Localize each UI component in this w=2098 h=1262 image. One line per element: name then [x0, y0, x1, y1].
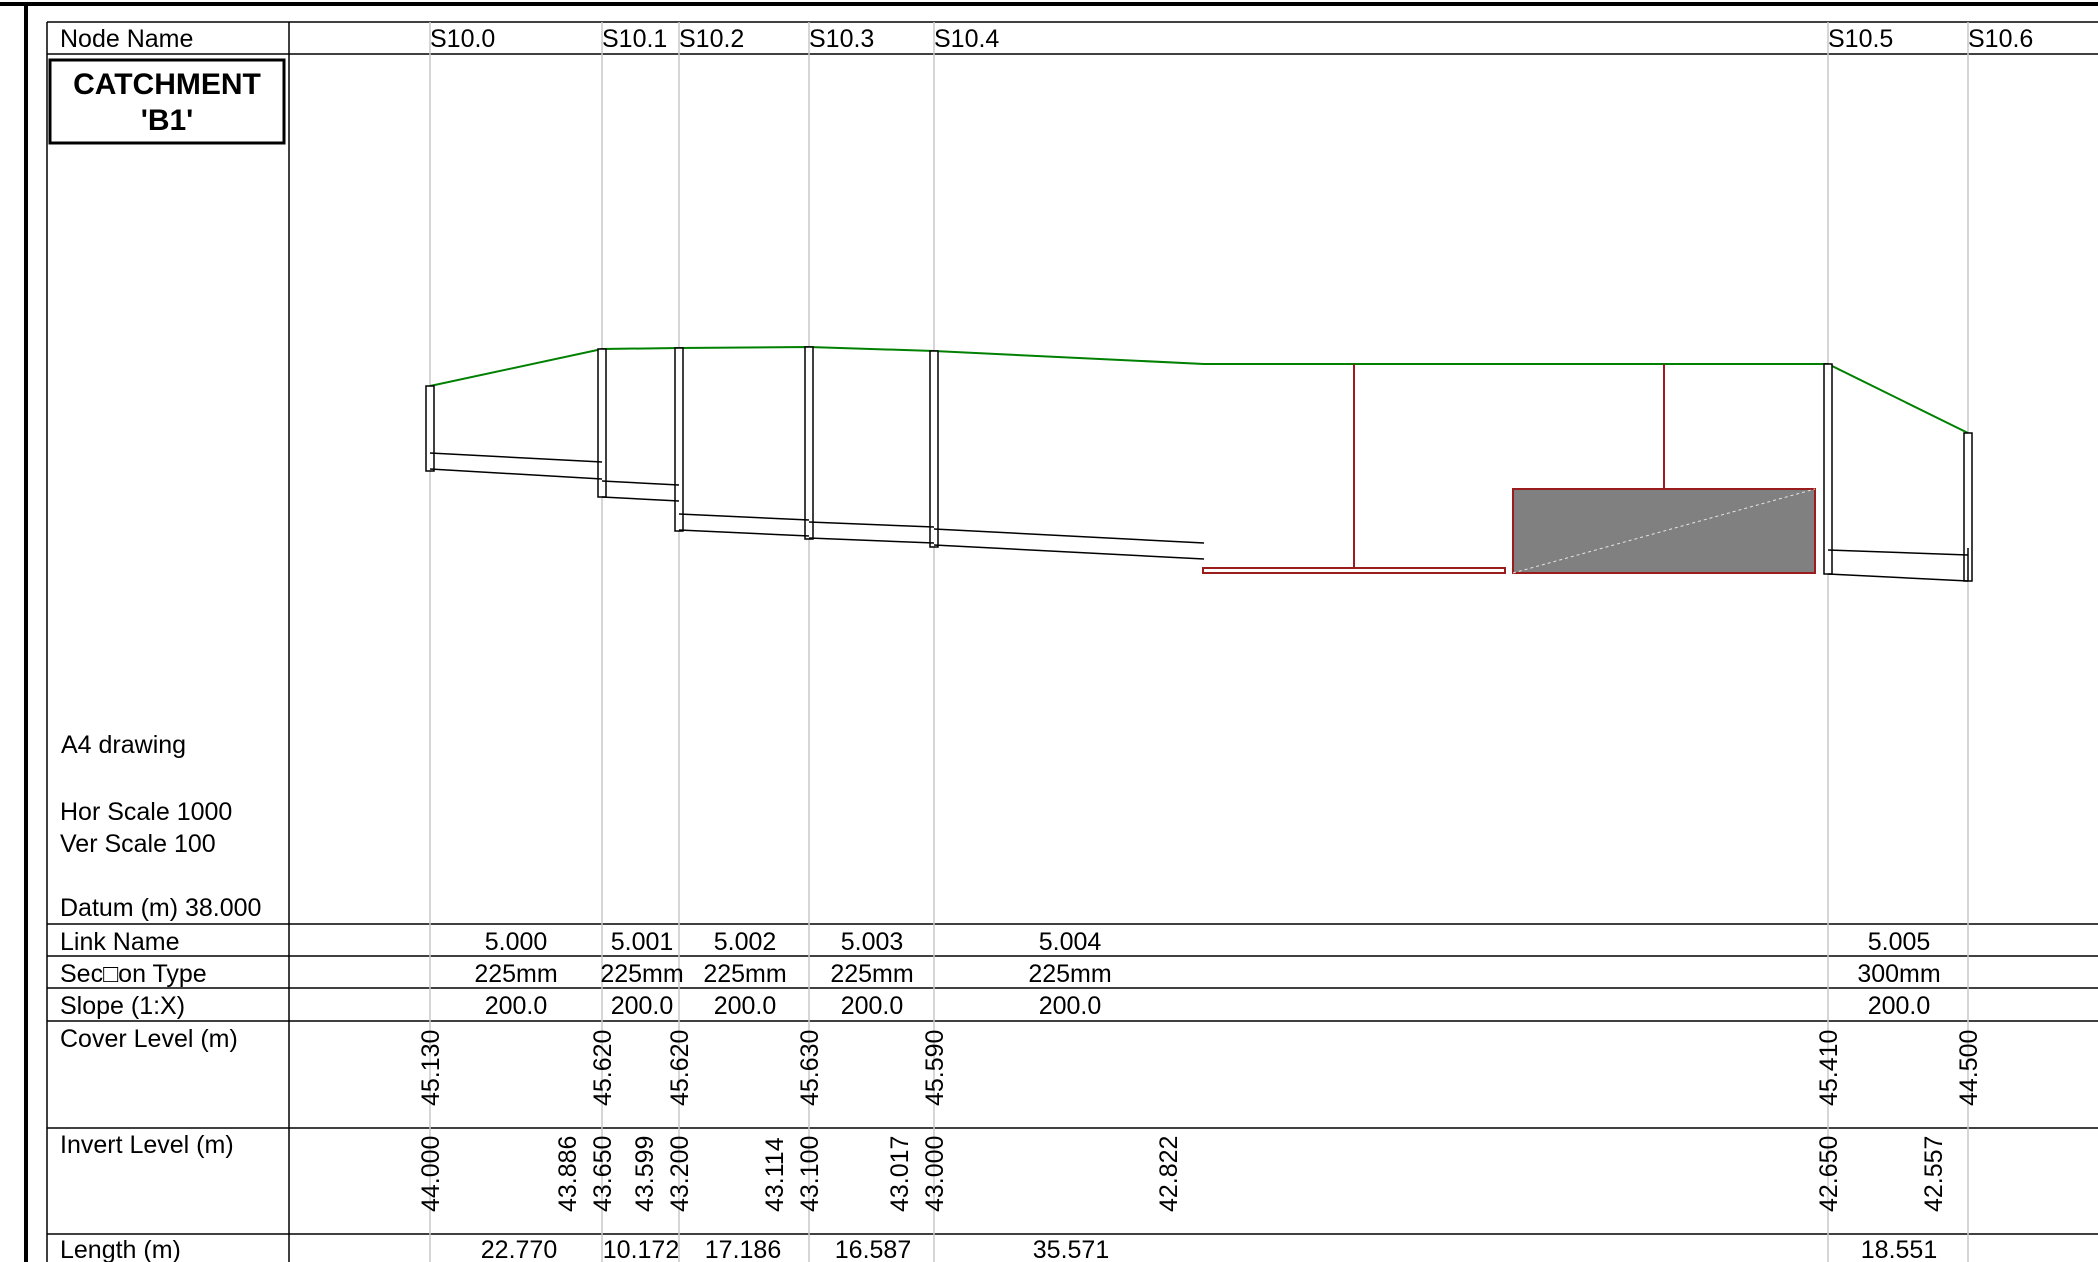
catchment-subtitle: 'B1' [141, 104, 194, 137]
section-type: 300mm [1857, 960, 1940, 988]
section-type: 225mm [703, 960, 786, 988]
cover-level-value: 45.620 [666, 1030, 694, 1106]
node-guides [429, 22, 1969, 1262]
node-name-label: S10.4 [934, 25, 999, 53]
slope-value: 200.0 [611, 992, 674, 1020]
cover-level-row: 45.130 45.620 45.620 45.630 45.590 45.41… [417, 1030, 1983, 1106]
link-name: 5.000 [485, 928, 548, 956]
section-type: 225mm [600, 960, 683, 988]
pipe-invert [601, 496, 680, 502]
row-label-cover-level: Cover Level (m) [60, 1025, 238, 1053]
cover-level-value: 44.500 [1955, 1030, 1983, 1106]
manholes [425, 346, 1973, 582]
pipe-invert [808, 537, 935, 544]
length-value: 16.587 [835, 1236, 911, 1262]
section-type: 225mm [830, 960, 913, 988]
pipe-invert [933, 544, 1205, 560]
link-name: 5.001 [611, 928, 674, 956]
pipe-crown [808, 521, 935, 528]
invert-level-value: 42.557 [1920, 1136, 1948, 1212]
node-name-label: S10.3 [809, 25, 874, 53]
datum-note: Datum (m) 38.000 [60, 894, 261, 922]
invert-level-value: 43.599 [631, 1136, 659, 1212]
row-label-link-name: Link Name [60, 928, 180, 956]
header-label: Node Name [60, 25, 193, 53]
slope-value: 200.0 [1868, 992, 1931, 1020]
invert-level-value: 43.114 [761, 1137, 789, 1212]
invert-level-value: 43.100 [796, 1136, 824, 1212]
length-value: 17.186 [705, 1236, 781, 1262]
link-name: 5.004 [1039, 928, 1102, 956]
pipe-crown [678, 513, 810, 521]
link-name: 5.003 [841, 928, 904, 956]
slope-value: 200.0 [714, 992, 777, 1020]
horizontal-scale-note: Hor Scale 1000 [60, 798, 232, 826]
pipe-invert [429, 468, 603, 480]
row-label-invert-level: Invert Level (m) [60, 1131, 234, 1159]
pipe-invert [1827, 573, 1969, 582]
ground-level-line [429, 345, 1969, 434]
slope-value: 200.0 [1039, 992, 1102, 1020]
catchment-title: CATCHMENT [73, 68, 261, 101]
invert-level-value: 43.886 [554, 1136, 582, 1212]
tank-diagonal [1512, 488, 1816, 574]
storage-structures [1202, 364, 1816, 574]
cover-level-value: 45.130 [417, 1030, 445, 1106]
node-name-label: S10.5 [1828, 25, 1893, 53]
length-value: 18.551 [1861, 1236, 1937, 1262]
node-name-label: S10.1 [602, 25, 667, 53]
length-value: 10.172 [603, 1236, 679, 1262]
section-type-row: 225mm 225mm 225mm 225mm 225mm 300mm [474, 960, 1940, 988]
invert-level-value: 43.000 [921, 1136, 949, 1212]
link-name: 5.002 [714, 928, 777, 956]
invert-level-value: 43.200 [666, 1136, 694, 1212]
slope-value: 200.0 [485, 992, 548, 1020]
node-name-label: S10.0 [430, 25, 495, 53]
pipe-crown [601, 480, 680, 486]
manhole-shaft [425, 385, 435, 472]
pipe-runs [429, 452, 1969, 582]
manhole-shaft [804, 346, 814, 540]
pipe-crown [1827, 549, 1969, 556]
link-name: 5.005 [1868, 928, 1931, 956]
manhole-shaft [929, 350, 939, 548]
vertical-scale-note: Ver Scale 100 [60, 830, 216, 858]
paper-size-note: A4 drawing [61, 731, 186, 759]
pipe-crown [429, 452, 603, 463]
slope-value: 200.0 [841, 992, 904, 1020]
cover-level-value: 45.620 [589, 1030, 617, 1106]
length-value: 35.571 [1033, 1236, 1109, 1262]
pipe-crown [933, 528, 1205, 544]
catchment-title-box [48, 58, 286, 145]
invert-level-value: 42.650 [1815, 1136, 1843, 1212]
manhole-shaft [674, 347, 684, 532]
manhole-shaft [1823, 363, 1833, 575]
invert-level-value: 42.822 [1155, 1136, 1183, 1212]
invert-level-value: 43.650 [589, 1136, 617, 1212]
link-name-row: 5.000 5.001 5.002 5.003 5.004 5.005 [485, 928, 1931, 956]
row-label-length: Length (m) [60, 1236, 181, 1262]
invert-level-value: 43.017 [886, 1136, 914, 1212]
invert-level-row: 44.000 43.886 43.650 43.599 43.200 43.11… [417, 1136, 1948, 1212]
pipe-invert [678, 529, 810, 537]
cover-level-value: 45.410 [1815, 1030, 1843, 1106]
length-value: 22.770 [481, 1236, 557, 1262]
section-type: 225mm [474, 960, 557, 988]
cover-level-value: 45.590 [921, 1030, 949, 1106]
slope-row: 200.0 200.0 200.0 200.0 200.0 200.0 [485, 992, 1931, 1020]
storage-crate-layer [1202, 567, 1506, 574]
row-label-section-type: Sec□on Type [60, 960, 207, 988]
manhole-shaft [597, 348, 607, 498]
row-label-slope: Slope (1:X) [60, 992, 185, 1020]
length-row: 22.770 10.172 17.186 16.587 35.571 18.55… [481, 1236, 1937, 1262]
cover-level-value: 45.630 [796, 1030, 824, 1106]
invert-level-value: 44.000 [417, 1136, 445, 1212]
node-name-label: S10.6 [1968, 25, 2033, 53]
section-type: 225mm [1028, 960, 1111, 988]
node-name-label: S10.2 [679, 25, 744, 53]
